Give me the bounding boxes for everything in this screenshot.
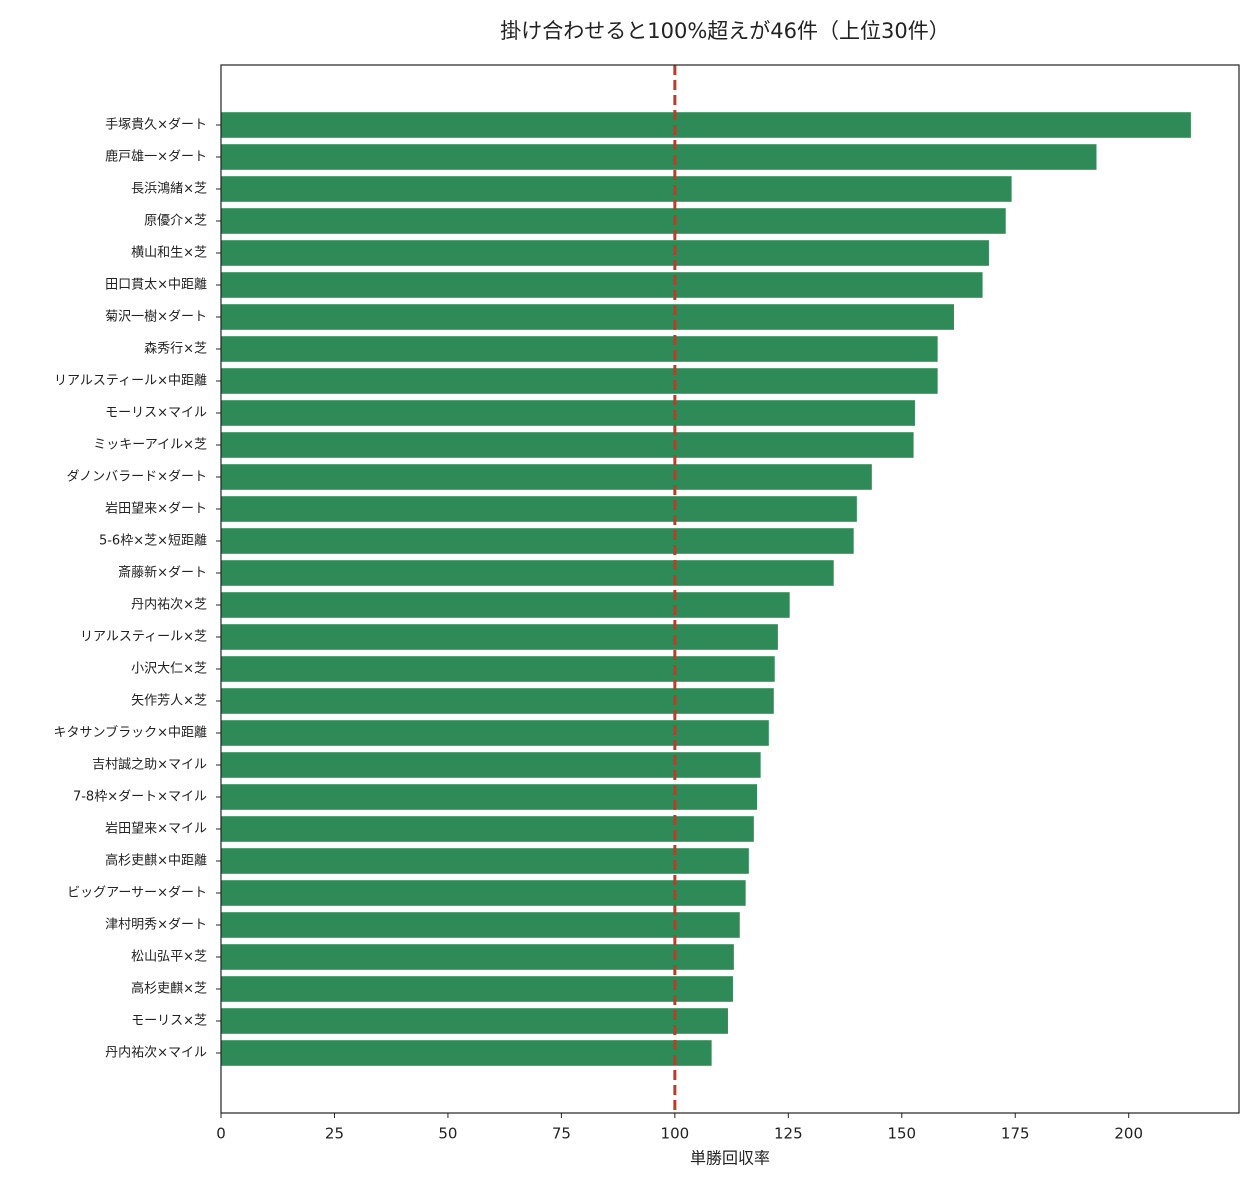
y-tick-label: 横山和生×芝 [131,245,207,261]
bar [221,1008,728,1034]
y-tick-label: 5-6枠×芝×短距離 [99,533,207,549]
bar [221,528,854,554]
chart-title: 掛け合わせると100%超えが46件（上位30件） [500,19,949,43]
y-tick-label: 岩田望来×マイル [105,821,207,837]
y-tick-label: ミッキーアイル×芝 [93,437,207,453]
y-tick-label: 原優介×芝 [144,213,207,229]
y-tick-label: 津村明秀×ダート [105,918,207,933]
y-tick-label: モーリス×芝 [131,1013,207,1029]
y-tick-label: 菊沢一樹×ダート [105,310,207,325]
y-tick-label: 矢作芳人×芝 [131,693,207,709]
y-tick-label: 斎藤新×ダート [118,565,207,581]
bar [221,720,769,746]
bar [221,144,1097,170]
bar [221,112,1191,138]
x-tick-label: 200 [1114,1125,1143,1143]
y-tick-label: リアルスティール×中距離 [54,374,207,389]
bar [221,592,790,618]
plot-frame [220,64,1240,1114]
bar [221,208,1006,234]
bar [221,368,938,394]
x-tick-label: 25 [325,1125,344,1143]
bar [221,848,749,874]
bar [221,816,754,842]
y-tick-label: 森秀行×芝 [144,341,207,357]
bar [221,624,778,650]
y-tick-label: 鹿戸雄一×ダート [105,149,207,165]
bar [221,464,872,490]
y-tick-label: 高杉吏麒×芝 [131,981,207,997]
x-tick-label: 100 [661,1125,690,1143]
y-tick-label: 手塚貴久×ダート [105,118,207,133]
bar [221,880,746,906]
y-tick-label: 吉村誠之助×マイル [92,758,207,773]
bar [221,496,857,522]
bar [221,272,983,298]
y-tick-label: 田口貫太×中距離 [105,278,207,293]
bar [221,240,989,266]
y-tick-label: モーリス×マイル [105,406,207,421]
bar [221,176,1012,202]
bar [221,304,954,330]
x-tick-label: 50 [438,1125,457,1143]
y-tick-label: キタサンブラック×中距離 [53,725,207,741]
y-tick-label: 高杉吏麒×中距離 [105,853,207,869]
y-tick-label: 丹内祐次×芝 [131,597,207,613]
bar [221,432,914,458]
bar [221,688,774,714]
y-tick-label: リアルスティール×芝 [80,629,207,645]
x-tick-label: 150 [887,1125,916,1143]
y-tick-label: 丹内祐次×マイル [105,1045,207,1061]
bar [221,976,733,1002]
bar [221,752,761,778]
bar [221,336,938,362]
bar [221,944,734,970]
x-axis-label: 単勝回収率 [690,1149,770,1168]
bar [221,912,740,938]
x-tick-label: 75 [552,1125,571,1143]
x-tick-label: 175 [1001,1125,1030,1143]
bar [221,400,915,426]
bar [221,560,834,586]
y-tick-label: 松山弘平×芝 [131,949,207,965]
y-tick-label: 7-8枠×ダート×マイル [73,790,207,805]
y-tick-label: 小沢大仁×芝 [131,661,207,677]
y-tick-label: 長浜鴻緒×芝 [131,181,207,197]
x-tick-label: 0 [216,1125,226,1143]
bar [221,1040,712,1066]
x-tick-label: 125 [774,1125,803,1143]
bar [221,656,775,682]
y-tick-label: ビッグアーサー×ダート [67,886,207,901]
y-tick-label: ダノンバラード×ダート [66,470,207,485]
y-tick-label: 岩田望来×ダート [105,501,207,517]
bar [221,784,758,810]
